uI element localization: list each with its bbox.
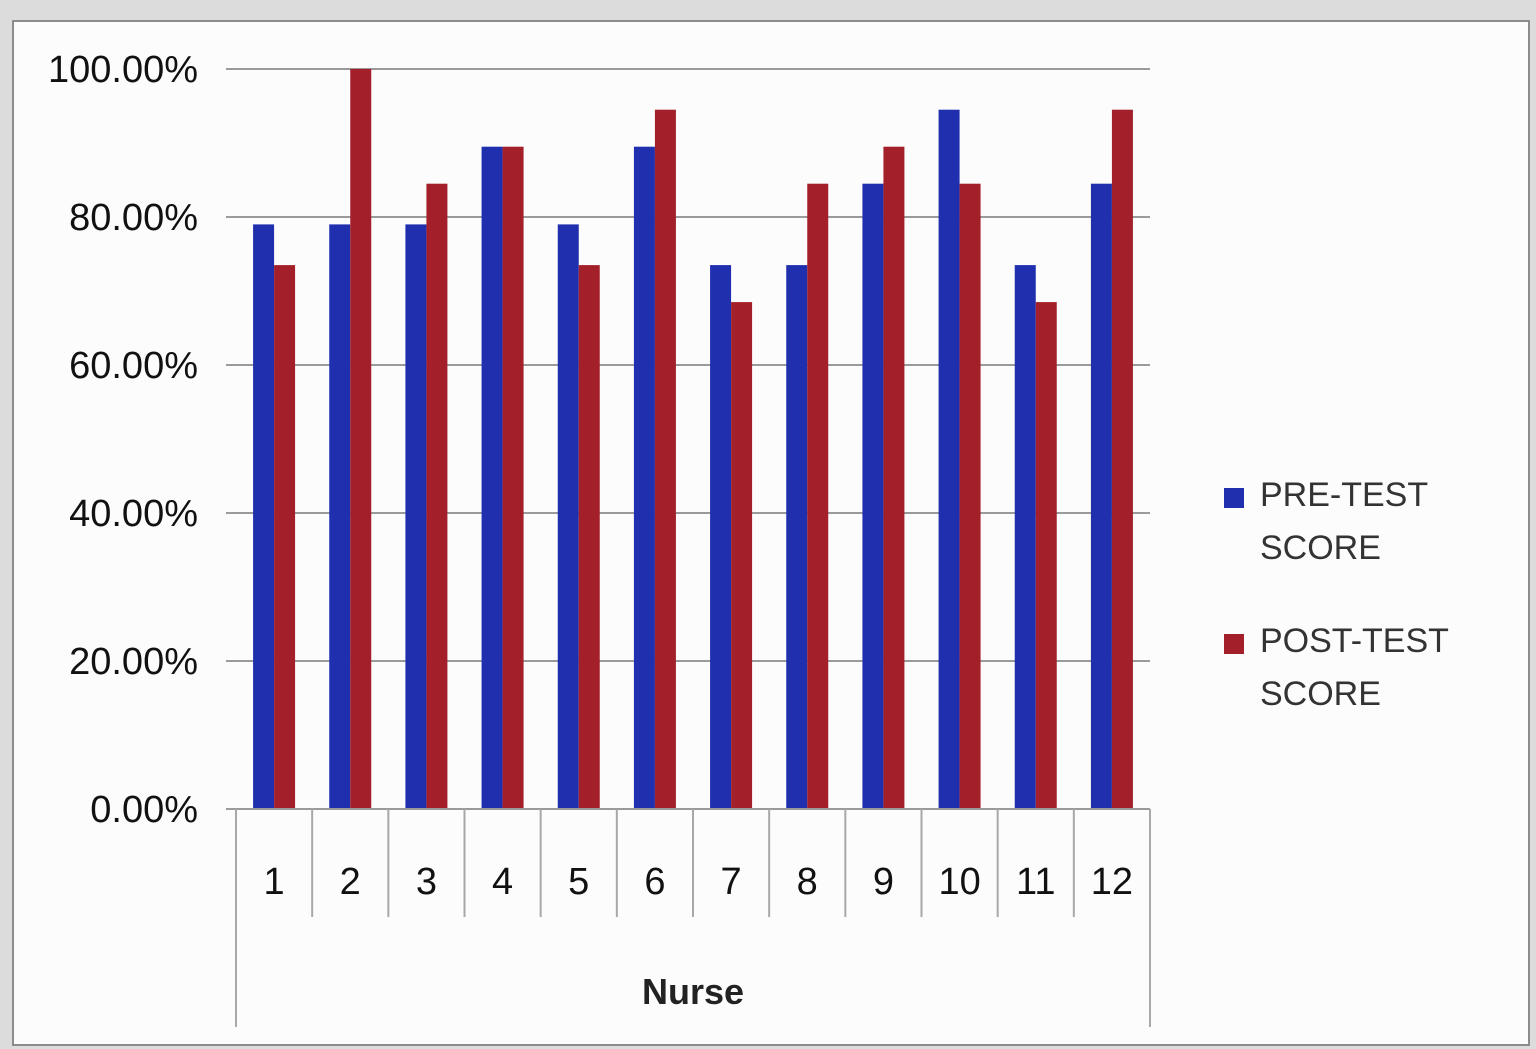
- y-tick-label: 0.00%: [90, 789, 198, 831]
- y-axis-ticks: 0.00% 20.00% 40.00% 60.00% 80.00% 100.00%: [48, 49, 198, 831]
- post-test-bar: [350, 69, 372, 809]
- pre-test-bar: [786, 265, 808, 810]
- post-test-bar: [426, 183, 448, 809]
- pre-test-bar: [253, 224, 275, 809]
- x-category-label: 8: [797, 861, 818, 903]
- pre-test-bar: [710, 265, 732, 810]
- x-category-label: 6: [644, 861, 665, 903]
- legend-swatch: [1224, 488, 1244, 508]
- pre-test-bar: [481, 146, 503, 809]
- post-test-bar: [654, 109, 676, 809]
- y-tick-label: 60.00%: [69, 345, 198, 387]
- x-axis: 1 2 3 4 5 6 7 8 9 10 11 12: [235, 808, 1151, 1027]
- x-category-label: 2: [340, 861, 361, 903]
- x-category-label: 12: [1091, 861, 1133, 903]
- bars: [253, 69, 1133, 810]
- pre-test-bar: [1090, 183, 1112, 809]
- legend-swatch: [1224, 634, 1244, 654]
- post-test-bar: [731, 302, 753, 809]
- x-category-label: 7: [721, 861, 742, 903]
- x-category-label: 1: [264, 861, 285, 903]
- post-test-bar: [883, 146, 905, 809]
- x-category-label: 5: [568, 861, 589, 903]
- x-category-label: 4: [492, 861, 513, 903]
- x-category-label: 10: [938, 861, 980, 903]
- y-tick-label: 80.00%: [69, 197, 198, 239]
- y-tick-label: 40.00%: [69, 493, 198, 535]
- pre-test-bar: [329, 224, 351, 809]
- pre-test-bar: [938, 109, 960, 809]
- post-test-bar: [807, 183, 829, 809]
- y-tick-label: 100.00%: [48, 49, 198, 91]
- pre-test-bar: [557, 224, 579, 809]
- x-axis-title: Nurse: [642, 971, 744, 1012]
- post-test-bar: [1111, 109, 1133, 809]
- pre-test-bar: [862, 183, 884, 809]
- legend: PRE-TEST SCORE POST-TEST SCORE: [1224, 476, 1449, 713]
- pre-test-bar: [1014, 265, 1036, 810]
- pre-test-bar: [405, 224, 427, 809]
- post-test-bar: [274, 265, 296, 810]
- post-test-bar: [502, 146, 524, 809]
- y-tick-label: 20.00%: [69, 641, 198, 683]
- x-category-label: 9: [873, 861, 894, 903]
- pre-test-bar: [633, 146, 655, 809]
- x-category-label: 11: [1016, 861, 1055, 903]
- legend-label: POST-TEST SCORE: [1260, 622, 1449, 713]
- x-category-label: 3: [416, 861, 437, 903]
- post-test-bar: [1035, 302, 1057, 809]
- post-test-bar: [578, 265, 600, 810]
- legend-label: PRE-TEST SCORE: [1260, 476, 1428, 567]
- post-test-bar: [959, 183, 981, 809]
